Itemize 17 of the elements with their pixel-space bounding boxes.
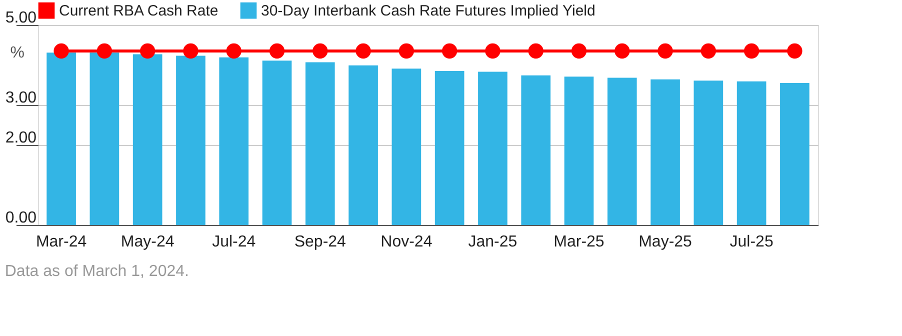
y-axis-title: % xyxy=(10,44,24,62)
y-tick-label: 5.00 xyxy=(5,10,37,26)
x-tick-label: Jan-25 xyxy=(468,234,518,250)
legend-label: 30-Day Interbank Cash Rate Futures Implied Yield xyxy=(261,2,596,20)
x-tick-label: Sep-24 xyxy=(294,234,346,250)
x-tick-label: May-24 xyxy=(120,234,174,250)
x-tick-label: Jul-25 xyxy=(730,234,774,250)
x-tick-label: Mar-25 xyxy=(554,234,604,250)
text: Data as of March 1, 2024. xyxy=(4,263,189,280)
x-tick-label: Nov-24 xyxy=(380,234,432,250)
y-tick-label: 3.00 xyxy=(5,90,37,106)
x-tick-label: Jul-24 xyxy=(212,234,256,250)
legend-label: Current RBA Cash Rate xyxy=(59,2,218,20)
x-tick-label: Mar-24 xyxy=(36,234,87,250)
y-tick-label: 2.00 xyxy=(5,130,37,146)
x-tick-label: May-25 xyxy=(638,234,692,250)
y-tick-label: 0.00 xyxy=(5,210,37,226)
